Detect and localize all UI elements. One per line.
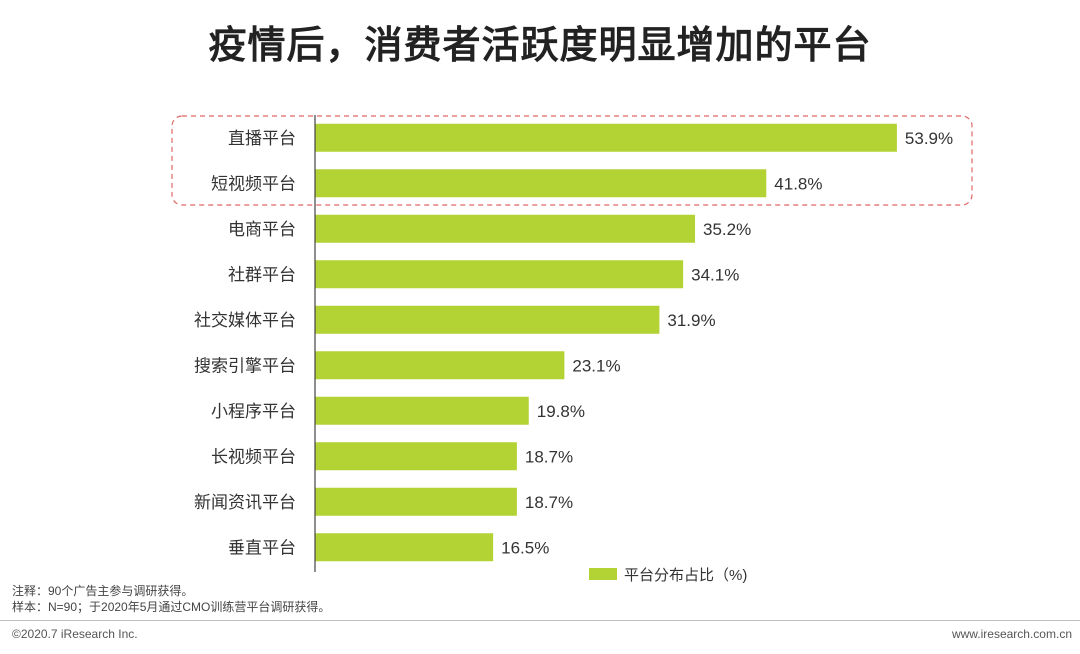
legend-label: 平台分布占比（%) (624, 567, 747, 584)
category-label: 直播平台 (228, 129, 296, 148)
data-label: 19.8% (537, 402, 585, 421)
category-label: 社交媒体平台 (194, 311, 296, 330)
category-label: 新闻资讯平台 (194, 493, 296, 512)
category-label: 社群平台 (228, 265, 296, 284)
data-label: 23.1% (572, 356, 620, 375)
footer-divider (0, 620, 1080, 621)
bar (315, 533, 494, 562)
bar (315, 442, 517, 471)
data-label: 34.1% (691, 265, 739, 284)
category-label: 垂直平台 (228, 538, 296, 557)
footer-copyright: ©2020.7 iResearch Inc. (12, 627, 138, 641)
chart-title: 疫情后，消费者活跃度明显增加的平台 (208, 25, 872, 67)
bar (315, 305, 660, 334)
note-sample: 样本：N=90；于2020年5月通过CMO训练营平台调研获得。 (12, 600, 331, 614)
bar (315, 487, 517, 516)
bar (315, 214, 696, 243)
legend-swatch (589, 568, 617, 580)
highlight-box (171, 115, 973, 206)
data-label: 41.8% (774, 174, 822, 193)
bar (315, 260, 684, 289)
data-label: 16.5% (501, 538, 549, 557)
data-label: 18.7% (525, 493, 573, 512)
data-label: 18.7% (525, 447, 573, 466)
bar (315, 351, 565, 380)
note-annotation: 注释：90个广告主参与调研获得。 (12, 584, 194, 598)
data-label: 31.9% (667, 311, 715, 330)
bar (315, 123, 897, 152)
footer-website: www.iresearch.com.cn (951, 627, 1072, 641)
data-label: 53.9% (905, 129, 953, 148)
data-label: 35.2% (703, 220, 751, 239)
category-label: 电商平台 (228, 220, 296, 239)
bar-chart: 直播平台 53.9% 短视频平台 41.8% 电商平台 35.2% 社群平台 34.1% 社交媒… (171, 115, 973, 584)
category-label: 长视频平台 (211, 447, 296, 466)
bar (315, 169, 767, 198)
category-label: 短视频平台 (211, 174, 296, 193)
bar (315, 396, 529, 425)
notes: 注释：90个广告主参与调研获得。 样本：N=90；于2020年5月通过CMO训练… (12, 583, 330, 615)
category-label: 搜索引擎平台 (194, 356, 296, 375)
category-label: 小程序平台 (211, 402, 296, 421)
